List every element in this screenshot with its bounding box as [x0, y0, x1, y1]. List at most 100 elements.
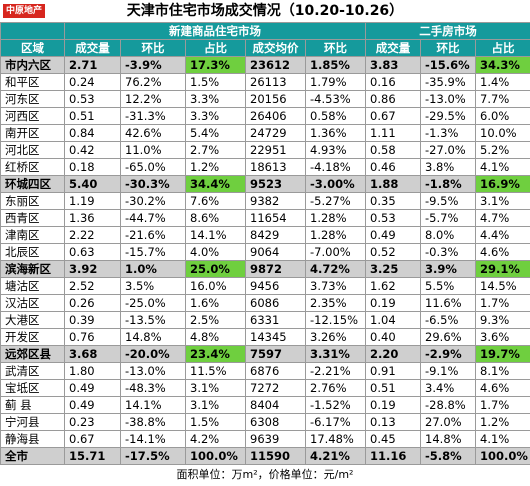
title-bar: 天津市住宅市场成交情况（10.20-10.26） 中原地产: [0, 0, 530, 22]
title: 天津市住宅市场成交情况（10.20-10.26）: [126, 3, 404, 19]
value-cell: -15.6%: [420, 56, 477, 74]
region-cell: 河北区: [0, 141, 65, 159]
value-cell: 14.5%: [475, 277, 530, 295]
value-cell: -1.3%: [420, 124, 477, 142]
value-cell: -2.21%: [304, 362, 367, 380]
value-cell: 17.3%: [185, 56, 246, 74]
value-cell: 0.19: [365, 294, 422, 312]
value-cell: 14345: [245, 328, 306, 346]
value-cell: 3.25: [365, 260, 422, 278]
value-cell: 0.67: [365, 107, 422, 125]
value-cell: 100.0%: [475, 447, 530, 465]
value-cell: 9872: [245, 260, 306, 278]
value-cell: 0.63: [64, 243, 121, 261]
value-cell: 6331: [245, 311, 306, 329]
value-cell: 5.2%: [475, 141, 530, 159]
value-cell: 0.84: [64, 124, 121, 142]
value-cell: 1.6%: [185, 294, 246, 312]
value-cell: 15.71: [64, 447, 121, 465]
row: 宝坻区 0.49 -48.3% 3.1% 7272 2.76% 0.51 3.4% 4.6%: [0, 379, 530, 397]
value-cell: 1.28%: [304, 226, 367, 244]
value-cell: -29.5%: [420, 107, 477, 125]
value-cell: 4.21%: [304, 447, 367, 465]
column-header-row: 区域 成交量 环比 占比 成交均价 环比 成交量 环比 占比: [0, 39, 530, 57]
value-cell: 1.11: [365, 124, 422, 142]
value-cell: 0.39: [64, 311, 121, 329]
region-cell: 全市: [0, 447, 65, 465]
row: 河西区 0.51 -31.3% 3.3% 26406 0.58% 0.67 -29.5% 6.0…: [0, 107, 530, 125]
value-cell: 1.36%: [304, 124, 367, 142]
value-cell: -5.27%: [304, 192, 367, 210]
value-cell: -28.8%: [420, 396, 477, 414]
value-cell: 11.16: [365, 447, 422, 465]
value-cell: -9.1%: [420, 362, 477, 380]
value-cell: 1.2%: [185, 158, 246, 176]
value-cell: 6876: [245, 362, 306, 380]
region-cell: 宁河县: [0, 413, 65, 431]
row: 北辰区 0.63 -15.7% 4.0% 9064 -7.00% 0.52 -0.3% 4.6%: [0, 243, 530, 261]
value-cell: 1.36: [64, 209, 121, 227]
value-cell: -3.9%: [120, 56, 186, 74]
data-table: 新建商品住宅市场 二手房市场 区域 成交量 环比 占比 成交均价 环比 成交量 环比 占比 市内六…: [0, 22, 530, 465]
column-header: 占比: [185, 39, 246, 57]
value-cell: 29.1%: [475, 260, 530, 278]
region-cell: 市内六区: [0, 56, 65, 74]
value-cell: -31.3%: [120, 107, 186, 125]
footer: 面积单位：万m²，价格单位：元/m²: [176, 468, 354, 481]
region-cell: 蓟 县: [0, 396, 65, 414]
value-cell: 16.9%: [475, 175, 530, 193]
value-cell: -27.0%: [420, 141, 477, 159]
summary-row: 滨海新区 3.92 1.0% 25.0% 9872 4.72% 3.25 3.9% 29.1%: [0, 260, 530, 278]
row: 塘沽区 2.52 3.5% 16.0% 9456 3.73% 1.62 5.5% 14.5%: [0, 277, 530, 295]
summary-row: 远郊区县 3.68 -20.0% 23.4% 7597 3.31% 2.20 -2.9% 19.…: [0, 345, 530, 363]
value-cell: 0.42: [64, 141, 121, 159]
value-cell: 4.2%: [185, 430, 246, 448]
header-cell: [0, 22, 65, 40]
value-cell: 0.52: [365, 243, 422, 261]
value-cell: 2.76%: [304, 379, 367, 397]
value-cell: 0.49: [365, 226, 422, 244]
group-header: 二手房市场: [365, 22, 530, 40]
value-cell: -6.5%: [420, 311, 477, 329]
value-cell: 3.26%: [304, 328, 367, 346]
value-cell: 12.2%: [120, 90, 186, 108]
value-cell: 4.72%: [304, 260, 367, 278]
value-cell: 0.53: [64, 90, 121, 108]
value-cell: 0.18: [64, 158, 121, 176]
value-cell: 16.0%: [185, 277, 246, 295]
value-cell: 1.62: [365, 277, 422, 295]
value-cell: 1.7%: [475, 396, 530, 414]
value-cell: 14.8%: [120, 328, 186, 346]
value-cell: 4.8%: [185, 328, 246, 346]
value-cell: 0.58: [365, 141, 422, 159]
value-cell: -1.8%: [420, 175, 477, 193]
region-cell: 和平区: [0, 73, 65, 91]
value-cell: 0.23: [64, 413, 121, 431]
value-cell: -25.0%: [120, 294, 186, 312]
value-cell: -65.0%: [120, 158, 186, 176]
value-cell: 24729: [245, 124, 306, 142]
value-cell: 0.35: [365, 192, 422, 210]
value-cell: 2.22: [64, 226, 121, 244]
group-header-row: 新建商品住宅市场 二手房市场: [0, 22, 530, 40]
value-cell: 6.0%: [475, 107, 530, 125]
value-cell: 0.51: [365, 379, 422, 397]
value-cell: 0.76: [64, 328, 121, 346]
value-cell: 22951: [245, 141, 306, 159]
value-cell: 1.80: [64, 362, 121, 380]
column-header: 成交均价: [245, 39, 306, 57]
column-header: 成交量: [365, 39, 422, 57]
region-cell: 大港区: [0, 311, 65, 329]
value-cell: 1.88: [365, 175, 422, 193]
row: 红桥区 0.18 -65.0% 1.2% 18613 -4.18% 0.46 3.8% 4.1%: [0, 158, 530, 176]
value-cell: 2.71: [64, 56, 121, 74]
value-cell: 0.40: [365, 328, 422, 346]
value-cell: 3.31%: [304, 345, 367, 363]
value-cell: 0.49: [64, 396, 121, 414]
value-cell: 0.19: [365, 396, 422, 414]
value-cell: 1.04: [365, 311, 422, 329]
row: 大港区 0.39 -13.5% 2.5% 6331 -12.15% 1.04 -6.5% 9.3…: [0, 311, 530, 329]
value-cell: 11590: [245, 447, 306, 465]
value-cell: -20.0%: [120, 345, 186, 363]
row: 开发区 0.76 14.8% 4.8% 14345 3.26% 0.40 29.6% 3.6%: [0, 328, 530, 346]
